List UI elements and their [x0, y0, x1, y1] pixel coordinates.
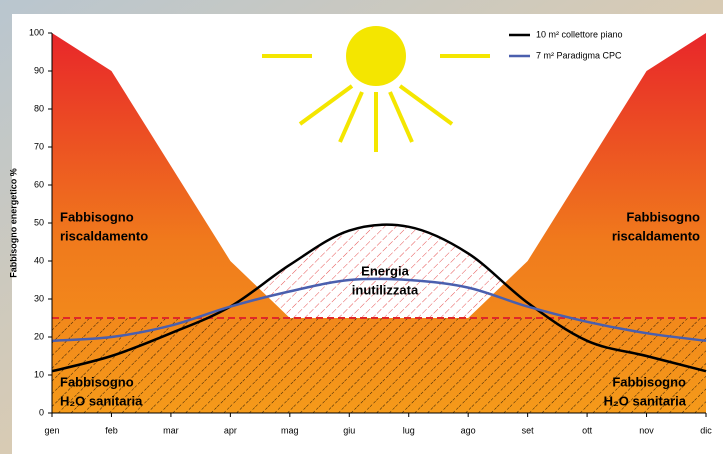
- sun: [262, 26, 490, 152]
- x-tick-label: apr: [224, 425, 237, 435]
- hot-water-hatch: [52, 318, 706, 413]
- x-tick-label: ago: [461, 425, 476, 435]
- y-tick-label: 30: [34, 293, 44, 303]
- x-tick-label: feb: [105, 425, 118, 435]
- y-tick-label: 90: [34, 65, 44, 75]
- x-tick-label: giu: [343, 425, 355, 435]
- y-tick-label: 50: [34, 217, 44, 227]
- y-axis-label: Fabbisogno energetico %: [8, 168, 18, 278]
- annotation: Fabbisogno: [60, 374, 134, 389]
- y-tick-label: 10: [34, 369, 44, 379]
- unused-energy-area: [52, 224, 706, 318]
- annotation: inutilizzata: [352, 282, 419, 297]
- y-tick-label: 20: [34, 331, 44, 341]
- annotation: Energia: [361, 263, 409, 278]
- legend-label: 7 m² Paradigma CPC: [536, 50, 622, 60]
- series-line: [51, 277, 707, 343]
- x-tick-label: ott: [582, 425, 593, 435]
- annotation: riscaldamento: [612, 228, 700, 243]
- x-tick-label: mar: [163, 425, 179, 435]
- annotation: H₂O sanitaria: [60, 393, 143, 408]
- y-tick-label: 0: [39, 407, 44, 417]
- annotation: Fabbisogno: [60, 209, 134, 224]
- annotation: H₂O sanitaria: [604, 393, 687, 408]
- x-tick-label: gen: [44, 425, 59, 435]
- annotation: riscaldamento: [60, 228, 148, 243]
- x-tick-label: lug: [403, 425, 415, 435]
- y-tick-label: 100: [29, 27, 44, 37]
- annotation: Fabbisogno: [626, 209, 700, 224]
- y-tick-label: 60: [34, 179, 44, 189]
- y-tick-label: 80: [34, 103, 44, 113]
- annotation: Fabbisogno: [612, 374, 686, 389]
- series-line: [51, 223, 707, 373]
- y-tick-label: 70: [34, 141, 44, 151]
- x-tick-label: set: [522, 425, 535, 435]
- x-tick-label: nov: [639, 425, 654, 435]
- y-tick-label: 40: [34, 255, 44, 265]
- x-tick-label: dic: [700, 425, 712, 435]
- x-tick-label: mag: [281, 425, 299, 435]
- legend-label: 10 m² collettore piano: [536, 29, 623, 39]
